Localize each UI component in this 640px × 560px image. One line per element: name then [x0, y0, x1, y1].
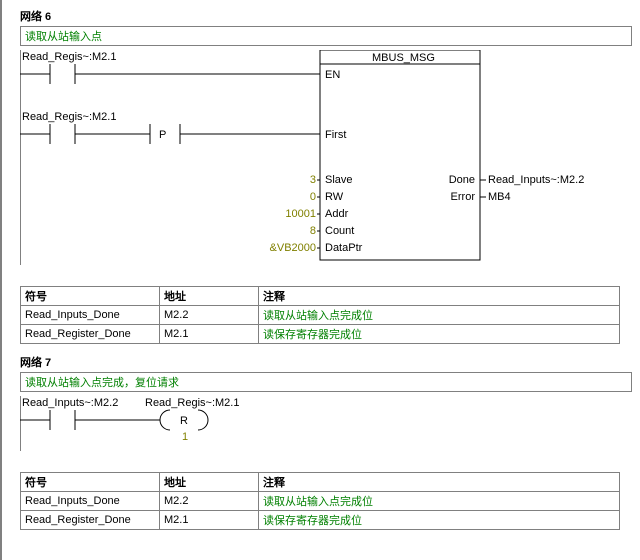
pin-addr: Addr — [325, 208, 349, 220]
net7-symbol-table: 符号 地址 注释 Read_Inputs_Done M2.2 读取从站输入点完成… — [20, 472, 620, 530]
pin-first: First — [325, 129, 346, 141]
net7-diagram: Read_Inputs~:M2.2 Read_Regis~:M2.1 R 1 — [20, 396, 632, 454]
table-header: 符号 — [21, 473, 160, 492]
out-done: Read_Inputs~:M2.2 — [488, 174, 584, 186]
net6-comment-box: 读取从站输入点 — [20, 26, 632, 46]
net7-comment: 读取从站输入点完成，复位请求 — [25, 377, 179, 389]
net6-title: 网络 6 — [20, 8, 632, 24]
net7-comment-box: 读取从站输入点完成，复位请求 — [20, 372, 632, 392]
n7-c2-label: Read_Regis~:M2.1 — [145, 397, 239, 409]
pin-en: EN — [325, 69, 340, 81]
pulse-type: P — [159, 129, 166, 141]
table-header: 注释 — [259, 473, 620, 492]
val-rw: 0 — [310, 191, 316, 203]
pin-dataptr: DataPtr — [325, 242, 363, 254]
net7-title: 网络 7 — [20, 354, 632, 370]
pin-error: Error — [451, 191, 476, 203]
pin-rw: RW — [325, 191, 344, 203]
coil-count: 1 — [182, 431, 188, 443]
net6-diagram: Read_Regis~:M2.1 Read_Regis~:M2.1 P MBUS… — [20, 50, 632, 268]
val-slave: 3 — [310, 174, 316, 186]
contact2-label: Read_Regis~:M2.1 — [22, 111, 116, 123]
block-name: MBUS_MSG — [372, 52, 435, 64]
table-header: 地址 — [160, 473, 259, 492]
pin-count: Count — [325, 225, 354, 237]
table-header: 符号 — [21, 287, 160, 306]
val-count: 8 — [310, 225, 316, 237]
val-dataptr: &VB2000 — [270, 242, 316, 254]
table-row: Read_Register_Done M2.1 读保存寄存器完成位 — [21, 325, 620, 344]
pin-done: Done — [449, 174, 475, 186]
table-header: 地址 — [160, 287, 259, 306]
coil-type: R — [180, 415, 188, 427]
contact1-label: Read_Regis~:M2.1 — [22, 51, 116, 63]
table-row: Read_Register_Done M2.1 读保存寄存器完成位 — [21, 511, 620, 530]
net6-symbol-table: 符号 地址 注释 Read_Inputs_Done M2.2 读取从站输入点完成… — [20, 286, 620, 344]
pin-slave: Slave — [325, 174, 353, 186]
out-error: MB4 — [488, 191, 511, 203]
val-addr: 10001 — [285, 208, 316, 220]
table-row: Read_Inputs_Done M2.2 读取从站输入点完成位 — [21, 306, 620, 325]
table-row: Read_Inputs_Done M2.2 读取从站输入点完成位 — [21, 492, 620, 511]
net6-comment: 读取从站输入点 — [25, 31, 102, 43]
table-header: 注释 — [259, 287, 620, 306]
n7-c1-label: Read_Inputs~:M2.2 — [22, 397, 118, 409]
